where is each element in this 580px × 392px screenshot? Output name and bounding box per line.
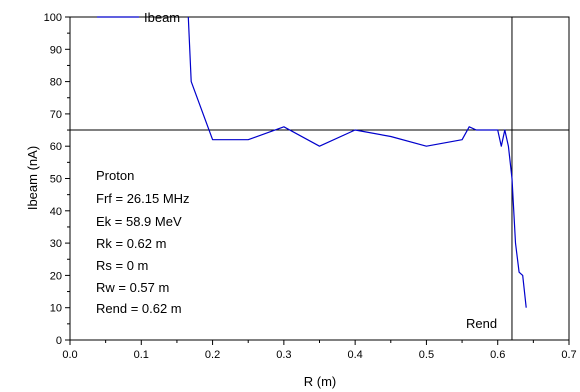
note-rw: Rw = 0.57 m: [96, 280, 169, 295]
y-tick-label: 20: [50, 270, 62, 282]
x-tick-label: 0.3: [276, 349, 291, 361]
y-axis: 0 10 20 30 40 50 60 70 80 90 100: [44, 12, 70, 347]
y-tick-label: 100: [44, 12, 62, 24]
note-rk: Rk = 0.62 m: [96, 236, 166, 251]
x-tick-label: 0.1: [134, 349, 149, 361]
x-axis-title: R (m): [304, 374, 337, 389]
y-tick-label: 70: [50, 109, 62, 121]
legend: Ibeam: [97, 10, 180, 25]
y-tick-label: 90: [50, 44, 62, 56]
note-rs: Rs = 0 m: [96, 258, 148, 273]
note-particle: Proton: [96, 168, 134, 183]
legend-label-ibeam: Ibeam: [144, 10, 180, 25]
x-tick-label: 0.0: [62, 349, 77, 361]
y-tick-label: 50: [50, 174, 62, 186]
x-tick-label: 0.2: [205, 349, 220, 361]
x-tick-label: 0.7: [561, 349, 576, 361]
note-ek: Ek = 58.9 MeV: [96, 214, 182, 229]
y-tick-label: 10: [50, 303, 62, 315]
y-tick-label: 40: [50, 206, 62, 218]
x-tick-label: 0.5: [419, 349, 434, 361]
x-tick-label: 0.4: [347, 349, 362, 361]
y-tick-label: 30: [50, 238, 62, 250]
y-tick-label: 0: [56, 335, 62, 347]
plot-area: [69, 16, 570, 341]
x-axis: 0.0 0.1 0.2 0.3 0.4 0.5 0.6 0.7: [62, 340, 577, 361]
annotation-block: Proton Frf = 26.15 MHz Ek = 58.9 MeV Rk …: [96, 168, 190, 316]
rend-line-label: Rend: [466, 316, 497, 331]
series-line-ibeam: [187, 16, 527, 308]
series-layer: [187, 16, 527, 308]
note-rend: Rend = 0.62 m: [96, 301, 182, 316]
y-tick-label: 80: [50, 77, 62, 89]
plot-frame: [69, 16, 570, 341]
y-axis-title: Ibeam (nA): [25, 146, 40, 210]
y-tick-label: 60: [50, 141, 62, 153]
x-tick-label: 0.6: [490, 349, 505, 361]
note-frf: Frf = 26.15 MHz: [96, 191, 190, 206]
